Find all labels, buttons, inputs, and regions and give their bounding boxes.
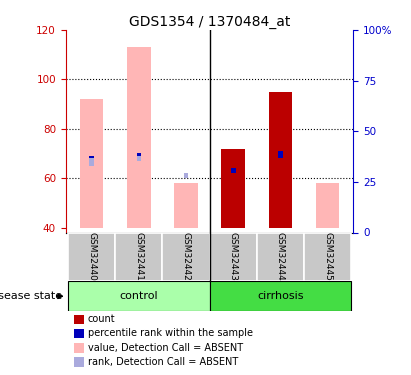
Text: GSM32443: GSM32443 xyxy=(229,232,238,281)
Text: GSM32441: GSM32441 xyxy=(134,232,143,281)
Bar xyxy=(257,232,304,281)
Bar xyxy=(304,232,351,281)
Bar xyxy=(89,156,94,161)
Bar xyxy=(68,281,210,311)
Bar xyxy=(268,92,292,228)
Bar xyxy=(68,232,115,281)
Bar xyxy=(268,92,292,228)
Text: count: count xyxy=(88,314,115,324)
Bar xyxy=(222,148,245,228)
Text: cirrhosis: cirrhosis xyxy=(257,291,304,301)
Bar xyxy=(115,232,162,281)
Bar xyxy=(136,156,141,161)
Bar xyxy=(222,148,245,228)
Text: percentile rank within the sample: percentile rank within the sample xyxy=(88,328,252,338)
Bar xyxy=(162,232,210,281)
Text: GSM32442: GSM32442 xyxy=(182,232,191,281)
Text: rank, Detection Call = ABSENT: rank, Detection Call = ABSENT xyxy=(88,357,238,367)
Bar xyxy=(89,158,94,166)
Bar xyxy=(231,168,236,173)
Bar xyxy=(278,151,283,158)
Text: value, Detection Call = ABSENT: value, Detection Call = ABSENT xyxy=(88,343,242,352)
Text: GSM32445: GSM32445 xyxy=(323,232,332,281)
Bar xyxy=(127,47,151,228)
Title: GDS1354 / 1370484_at: GDS1354 / 1370484_at xyxy=(129,15,290,29)
Text: control: control xyxy=(120,291,158,301)
Text: GSM32440: GSM32440 xyxy=(87,232,96,281)
Bar xyxy=(316,183,339,228)
Bar xyxy=(210,232,257,281)
Bar xyxy=(136,153,141,158)
Bar xyxy=(174,183,198,228)
Text: disease state: disease state xyxy=(0,291,62,301)
Bar xyxy=(80,99,104,228)
Bar xyxy=(210,281,351,311)
Text: GSM32444: GSM32444 xyxy=(276,232,285,281)
Bar xyxy=(184,173,188,178)
